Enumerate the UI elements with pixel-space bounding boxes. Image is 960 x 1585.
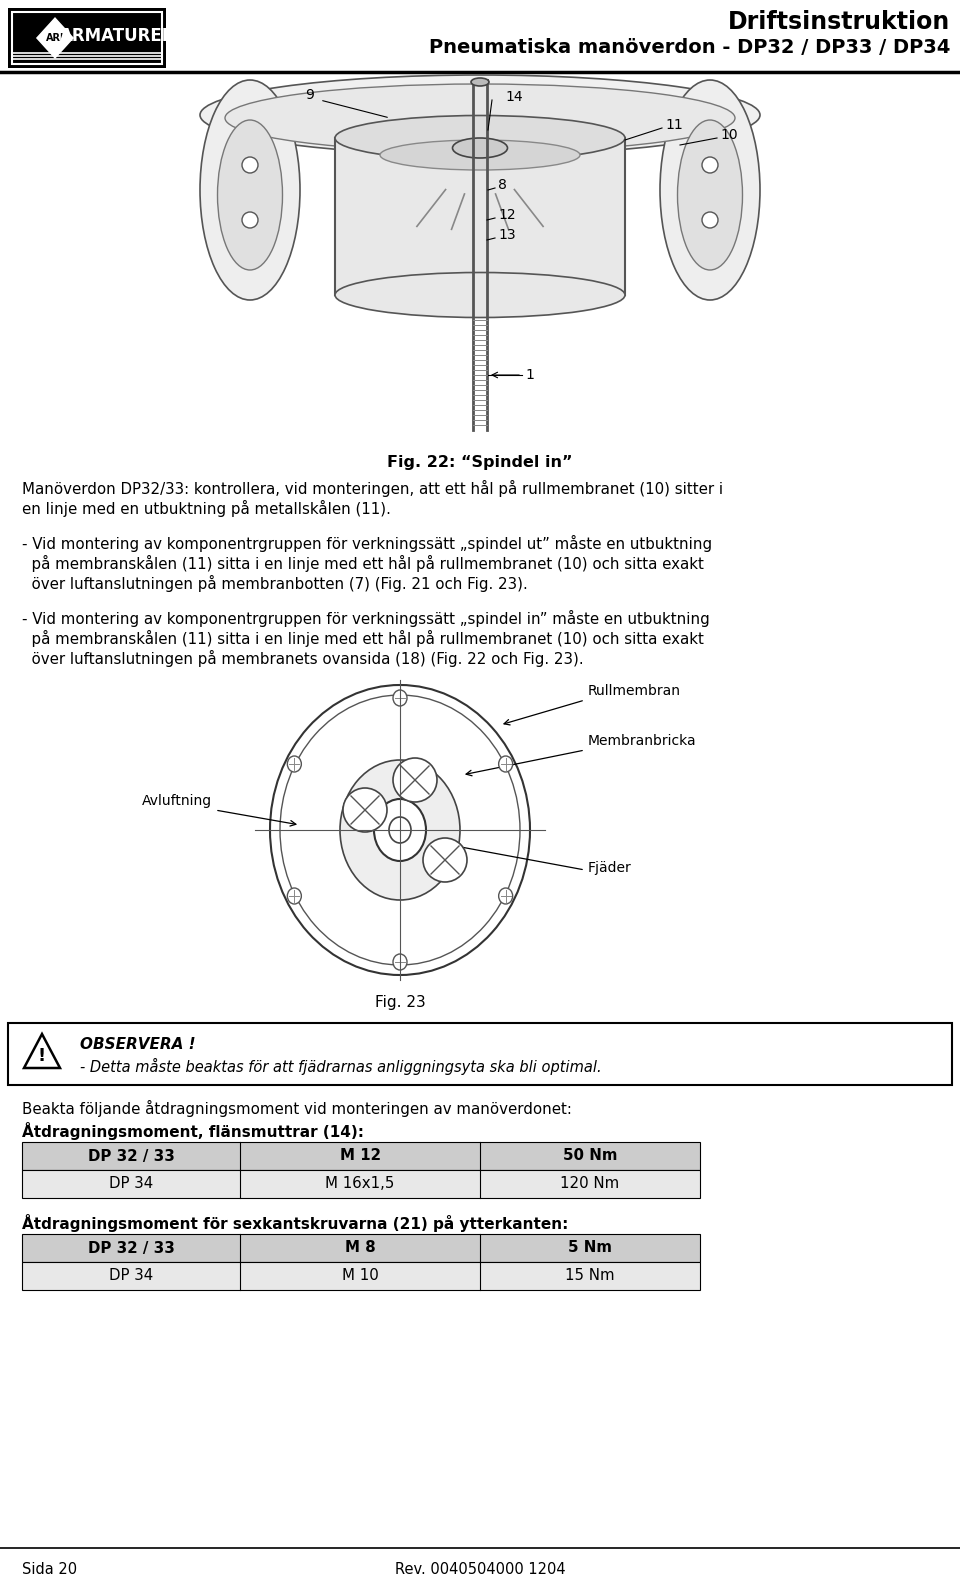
Text: 13: 13 [498, 228, 516, 243]
Ellipse shape [389, 816, 411, 843]
Ellipse shape [200, 79, 300, 300]
Ellipse shape [380, 139, 580, 170]
Text: Åtdragningsmoment, flänsmuttrar (14):: Åtdragningsmoment, flänsmuttrar (14): [22, 1122, 364, 1140]
Polygon shape [24, 1033, 60, 1068]
Ellipse shape [200, 74, 760, 155]
Circle shape [702, 212, 718, 228]
Ellipse shape [335, 273, 625, 317]
Text: Fig. 23: Fig. 23 [374, 995, 425, 1010]
Text: - Detta måste beaktas för att fjädrarnas anliggningsyta ska bli optimal.: - Detta måste beaktas för att fjädrarnas… [80, 1059, 602, 1075]
Text: DP 34: DP 34 [108, 1268, 154, 1284]
Ellipse shape [287, 888, 301, 903]
Text: på membranskålen (11) sitta i en linje med ett hål på rullmembranet (10) och sit: på membranskålen (11) sitta i en linje m… [22, 629, 704, 647]
Text: Sida 20: Sida 20 [22, 1561, 77, 1577]
Text: på membranskålen (11) sitta i en linje med ett hål på rullmembranet (10) och sit: på membranskålen (11) sitta i en linje m… [22, 555, 704, 572]
Text: Fjäder: Fjäder [588, 861, 632, 875]
Text: Åtdragningsmoment för sexkantskruvarna (21) på ytterkanten:: Åtdragningsmoment för sexkantskruvarna (… [22, 1214, 568, 1232]
Text: Rev. 0040504000 1204: Rev. 0040504000 1204 [395, 1561, 565, 1577]
FancyBboxPatch shape [22, 1170, 700, 1198]
Text: Driftsinstruktion: Driftsinstruktion [728, 10, 950, 33]
Text: - Vid montering av komponentrgruppen för verkningssätt „spindel in” måste en utb: - Vid montering av komponentrgruppen för… [22, 610, 709, 628]
Text: DP 34: DP 34 [108, 1176, 154, 1192]
Text: Pneumatiska manöverdon - DP32 / DP33 / DP34: Pneumatiska manöverdon - DP32 / DP33 / D… [428, 38, 950, 57]
Text: Beakta följande åtdragningsmoment vid monteringen av manöverdonet:: Beakta följande åtdragningsmoment vid mo… [22, 1100, 572, 1117]
Circle shape [242, 157, 258, 173]
Ellipse shape [335, 116, 625, 160]
Text: M 12: M 12 [340, 1149, 380, 1163]
Text: DP 32 / 33: DP 32 / 33 [87, 1241, 175, 1255]
Text: ARI: ARI [46, 33, 64, 43]
Ellipse shape [374, 799, 426, 861]
Ellipse shape [471, 78, 489, 86]
Text: 15 Nm: 15 Nm [565, 1268, 614, 1284]
Text: 9: 9 [305, 89, 315, 101]
Text: 14: 14 [505, 90, 522, 105]
Ellipse shape [498, 756, 513, 772]
FancyBboxPatch shape [8, 8, 166, 68]
Circle shape [423, 838, 467, 881]
Text: över luftanslutningen på membranets ovansida (18) (Fig. 22 och Fig. 23).: över luftanslutningen på membranets ovan… [22, 650, 584, 667]
Circle shape [343, 788, 387, 832]
Ellipse shape [393, 954, 407, 970]
FancyBboxPatch shape [335, 138, 625, 295]
Circle shape [702, 157, 718, 173]
Text: 120 Nm: 120 Nm [561, 1176, 619, 1192]
Text: över luftanslutningen på membranbotten (7) (Fig. 21 och Fig. 23).: över luftanslutningen på membranbotten (… [22, 575, 528, 593]
Ellipse shape [498, 888, 513, 903]
Ellipse shape [287, 756, 301, 772]
Ellipse shape [218, 120, 282, 269]
Text: Avluftning: Avluftning [142, 794, 212, 808]
Circle shape [393, 758, 437, 802]
Text: 12: 12 [498, 208, 516, 222]
Text: Rullmembran: Rullmembran [588, 685, 681, 697]
Text: - Vid montering av komponentrgruppen för verkningssätt „spindel ut” måste en utb: - Vid montering av komponentrgruppen för… [22, 536, 712, 552]
Text: ARMATUREN: ARMATUREN [60, 27, 177, 44]
Text: OBSERVERA !: OBSERVERA ! [80, 1037, 196, 1052]
Text: M 8: M 8 [345, 1241, 375, 1255]
Ellipse shape [280, 694, 520, 965]
FancyBboxPatch shape [8, 1022, 952, 1086]
FancyBboxPatch shape [22, 1235, 700, 1262]
FancyBboxPatch shape [22, 1262, 700, 1290]
Text: 8: 8 [498, 178, 507, 192]
Ellipse shape [660, 79, 760, 300]
Text: en linje med en utbuktning på metallskålen (11).: en linje med en utbuktning på metallskål… [22, 499, 391, 517]
Text: !: ! [38, 1048, 46, 1065]
Ellipse shape [270, 685, 530, 975]
Text: Membranbricka: Membranbricka [588, 734, 697, 748]
Text: Fig. 22: “Spindel in”: Fig. 22: “Spindel in” [387, 455, 573, 471]
Ellipse shape [225, 84, 735, 152]
Ellipse shape [452, 138, 508, 158]
Text: M 16x1,5: M 16x1,5 [325, 1176, 395, 1192]
Text: DP 32 / 33: DP 32 / 33 [87, 1149, 175, 1163]
Ellipse shape [393, 689, 407, 705]
FancyBboxPatch shape [12, 13, 162, 63]
Text: 1: 1 [525, 368, 534, 382]
Text: 5 Nm: 5 Nm [568, 1241, 612, 1255]
Circle shape [242, 212, 258, 228]
Ellipse shape [340, 759, 460, 900]
Text: 50 Nm: 50 Nm [563, 1149, 617, 1163]
Text: 11: 11 [665, 117, 683, 132]
Polygon shape [35, 16, 75, 60]
Text: M 10: M 10 [342, 1268, 378, 1284]
FancyBboxPatch shape [22, 1143, 700, 1170]
Text: Manöverdon DP32/33: kontrollera, vid monteringen, att ett hål på rullmembranet (: Manöverdon DP32/33: kontrollera, vid mon… [22, 480, 723, 498]
Ellipse shape [678, 120, 742, 269]
Text: 10: 10 [720, 128, 737, 143]
